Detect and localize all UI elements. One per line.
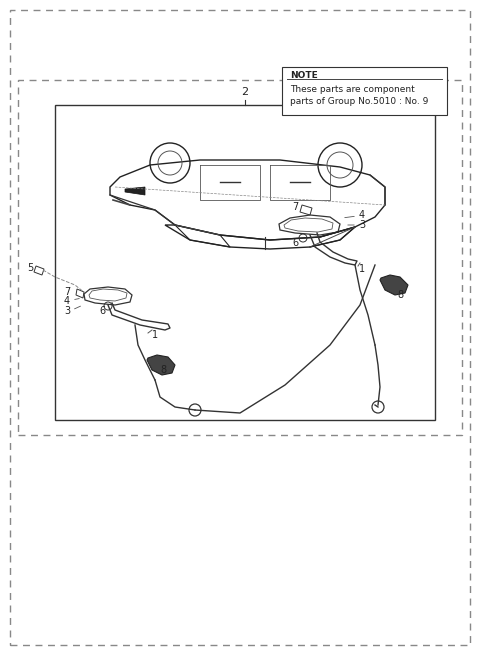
- Text: 4: 4: [359, 210, 365, 220]
- Polygon shape: [125, 187, 145, 195]
- Text: 6: 6: [99, 306, 105, 316]
- Text: These parts are component: These parts are component: [290, 85, 415, 94]
- Text: 7: 7: [292, 202, 298, 212]
- Polygon shape: [380, 275, 408, 295]
- Text: 6: 6: [292, 238, 298, 248]
- Text: 5: 5: [27, 263, 33, 273]
- Text: 2: 2: [241, 87, 249, 97]
- Text: 8: 8: [397, 290, 403, 300]
- Polygon shape: [147, 355, 175, 375]
- Text: 3: 3: [359, 220, 365, 230]
- Bar: [55, 105, 435, 420]
- Text: 7: 7: [64, 287, 70, 297]
- Text: parts of Group No.5010 : No. 9: parts of Group No.5010 : No. 9: [290, 97, 428, 106]
- Text: 3: 3: [64, 306, 70, 316]
- Text: 1: 1: [152, 330, 158, 340]
- Text: 8: 8: [160, 365, 166, 375]
- Text: 4: 4: [64, 296, 70, 306]
- Text: NOTE: NOTE: [290, 71, 318, 80]
- Text: 1: 1: [359, 264, 365, 274]
- Bar: [282, 67, 447, 115]
